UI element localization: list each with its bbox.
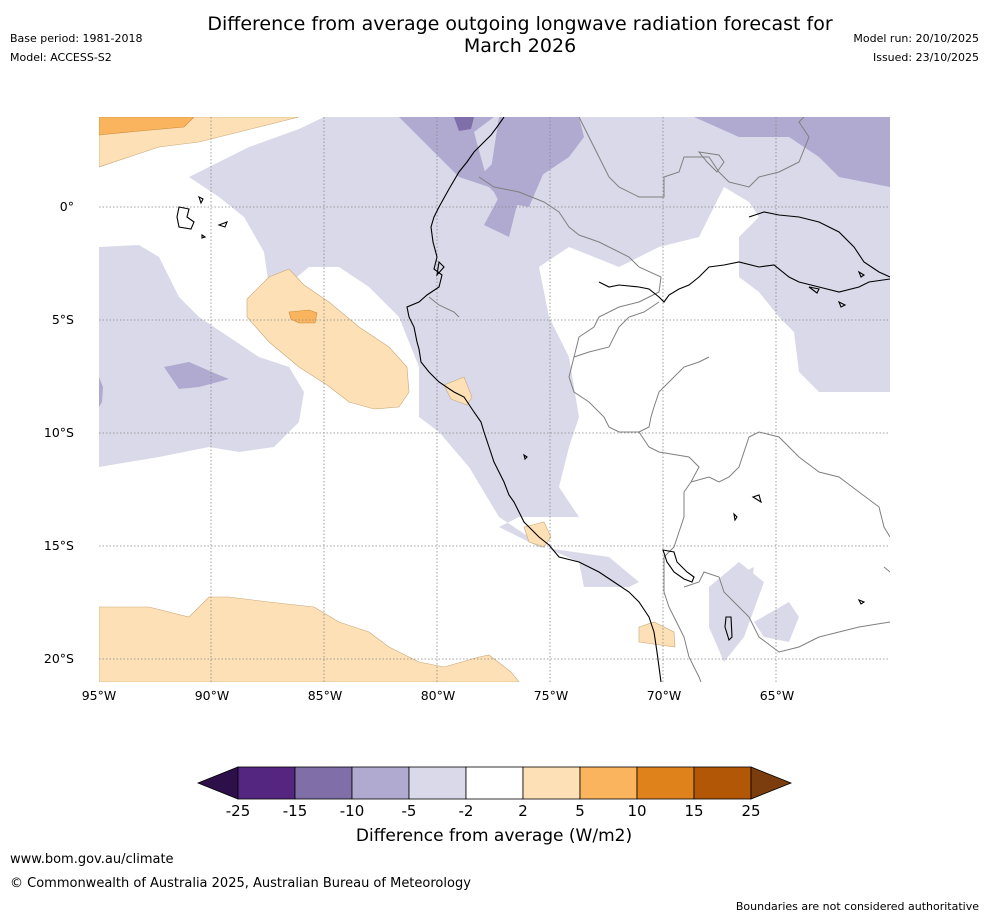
colorbar-tick-label: -25 <box>225 802 251 820</box>
lon-tick-70w: 70°W <box>646 688 682 703</box>
colorbar-segment <box>693 766 752 800</box>
colorbar-segment <box>351 766 410 800</box>
colorbar-segment <box>237 766 296 800</box>
colorbar-tick-label: -5 <box>401 802 417 820</box>
footer-url[interactable]: www.bom.gov.au/climate <box>10 852 174 867</box>
lon-tick-65w: 65°W <box>759 688 795 703</box>
lon-tick-80w: 80°W <box>420 688 456 703</box>
colorbar-segment <box>408 766 467 800</box>
issued-text: Issued: 23/10/2025 <box>872 51 979 64</box>
lon-tick-75w: 75°W <box>533 688 569 703</box>
colorbar-segment <box>636 766 695 800</box>
graticule <box>99 117 890 682</box>
colorbar-tick-label: 15 <box>684 802 704 820</box>
lon-tick-95w: 95°W <box>81 688 117 703</box>
colorbar-tick-label: 2 <box>518 802 528 820</box>
colorbar-tick-label: -2 <box>458 802 474 820</box>
colorbar-tick-label: -10 <box>339 802 365 820</box>
forecast-map <box>99 117 890 682</box>
map-canvas <box>99 117 890 682</box>
title-line-2: March 2026 <box>463 35 577 57</box>
title-line-1: Difference from average outgoing longwav… <box>207 13 833 35</box>
map-title: Difference from average outgoing longwav… <box>150 13 890 57</box>
lon-tick-90w: 90°W <box>194 688 230 703</box>
colorbar-extend-high <box>750 766 793 800</box>
model-run-text: Model run: 20/10/2025 <box>853 32 979 45</box>
colorbar-extend-low <box>196 766 239 800</box>
anomaly-neg5-neg10 <box>99 117 890 407</box>
coastline <box>176 117 890 682</box>
lon-tick-85w: 85°W <box>307 688 343 703</box>
model-text: Model: ACCESS-S2 <box>10 51 112 64</box>
colorbar-title: Difference from average (W/m2) <box>355 826 633 846</box>
colorbar-tick-label: 25 <box>741 802 761 820</box>
colorbar-tick-label: 10 <box>627 802 647 820</box>
colorbar-tick-label: -15 <box>282 802 308 820</box>
colorbar-segment <box>522 766 581 800</box>
colorbar-segment <box>465 766 524 800</box>
base-period-text: Base period: 1981-2018 <box>10 32 143 45</box>
colorbar-tick-label: 5 <box>575 802 585 820</box>
anomaly-neg10-neg15 <box>454 117 474 131</box>
country-borders <box>428 117 890 682</box>
colorbar-segment <box>579 766 638 800</box>
footer-copyright: © Commonwealth of Australia 2025, Austra… <box>10 876 471 891</box>
colorbar-segment <box>294 766 353 800</box>
footer-disclaimer: Boundaries are not considered authoritat… <box>735 900 979 913</box>
